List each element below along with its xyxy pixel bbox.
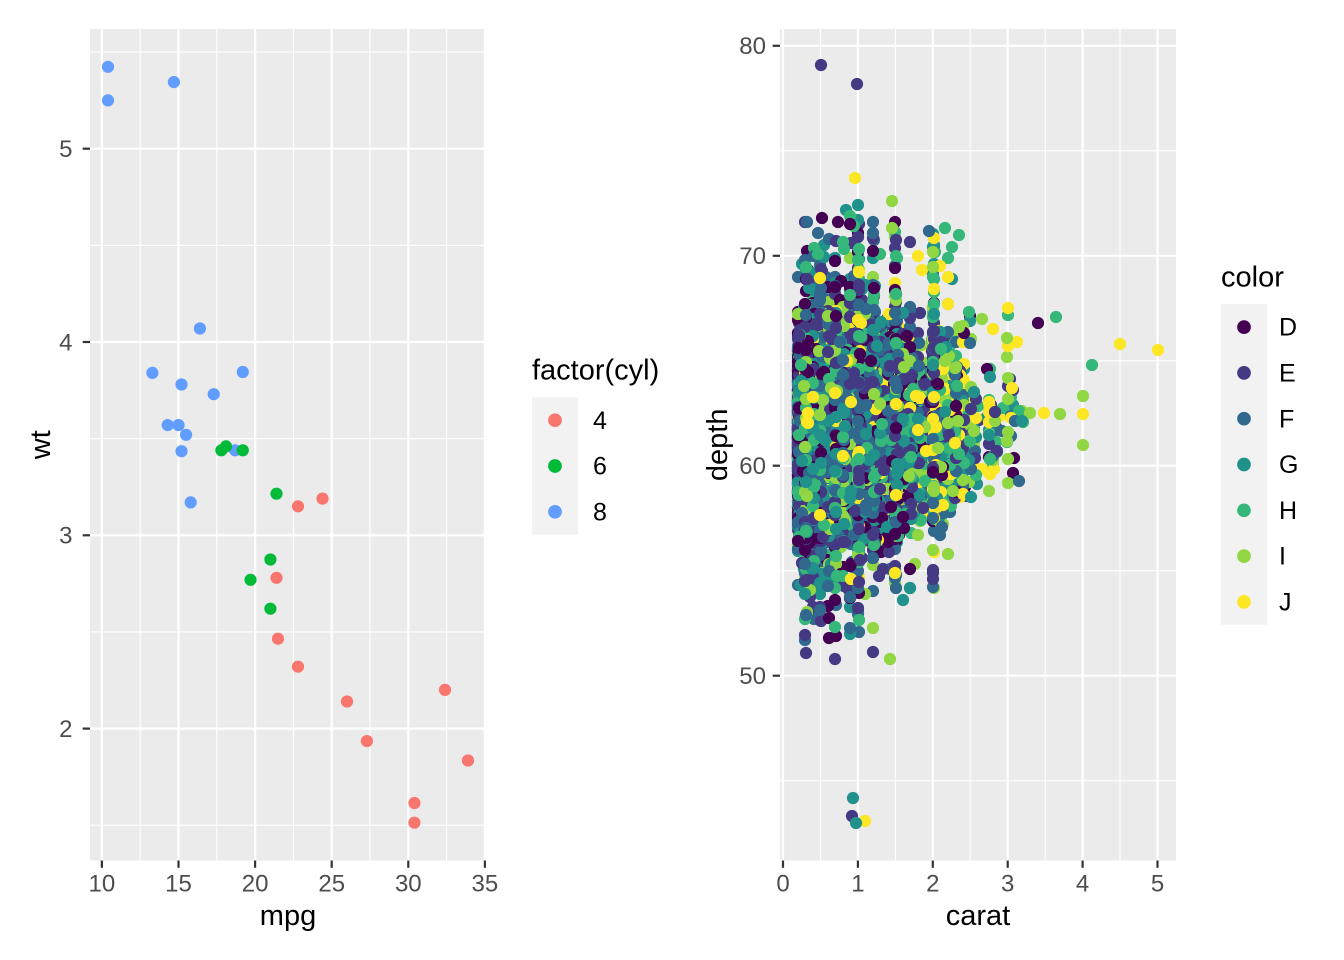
svg-text:2: 2: [926, 871, 939, 898]
svg-text:1: 1: [851, 871, 864, 898]
svg-text:factor(cyl): factor(cyl): [532, 355, 659, 387]
svg-text:mpg: mpg: [260, 900, 316, 932]
svg-text:15: 15: [165, 871, 192, 898]
svg-text:wt: wt: [25, 430, 57, 460]
svg-text:30: 30: [395, 871, 422, 898]
svg-text:2: 2: [59, 716, 72, 743]
svg-text:carat: carat: [946, 900, 1010, 932]
svg-text:3: 3: [59, 523, 72, 550]
svg-text:4: 4: [59, 329, 72, 356]
svg-text:8: 8: [593, 498, 607, 526]
svg-text:J: J: [1279, 589, 1292, 617]
svg-text:depth: depth: [702, 409, 734, 482]
svg-text:I: I: [1279, 543, 1286, 571]
svg-text:G: G: [1279, 451, 1298, 479]
svg-text:6: 6: [593, 453, 607, 481]
svg-text:E: E: [1279, 360, 1296, 388]
svg-text:25: 25: [318, 871, 345, 898]
svg-text:4: 4: [1076, 871, 1089, 898]
svg-text:0: 0: [776, 871, 789, 898]
svg-text:80: 80: [739, 33, 766, 60]
svg-text:60: 60: [739, 453, 766, 480]
svg-text:4: 4: [593, 407, 607, 435]
svg-text:3: 3: [1001, 871, 1014, 898]
svg-text:5: 5: [1151, 871, 1164, 898]
svg-text:D: D: [1279, 314, 1297, 342]
svg-text:F: F: [1279, 405, 1294, 433]
svg-text:20: 20: [242, 871, 269, 898]
svg-text:H: H: [1279, 497, 1297, 525]
svg-text:70: 70: [739, 243, 766, 270]
svg-text:10: 10: [89, 871, 116, 898]
svg-text:5: 5: [59, 136, 72, 163]
svg-text:35: 35: [472, 871, 499, 898]
svg-text:color: color: [1221, 262, 1284, 294]
svg-text:50: 50: [739, 663, 766, 690]
